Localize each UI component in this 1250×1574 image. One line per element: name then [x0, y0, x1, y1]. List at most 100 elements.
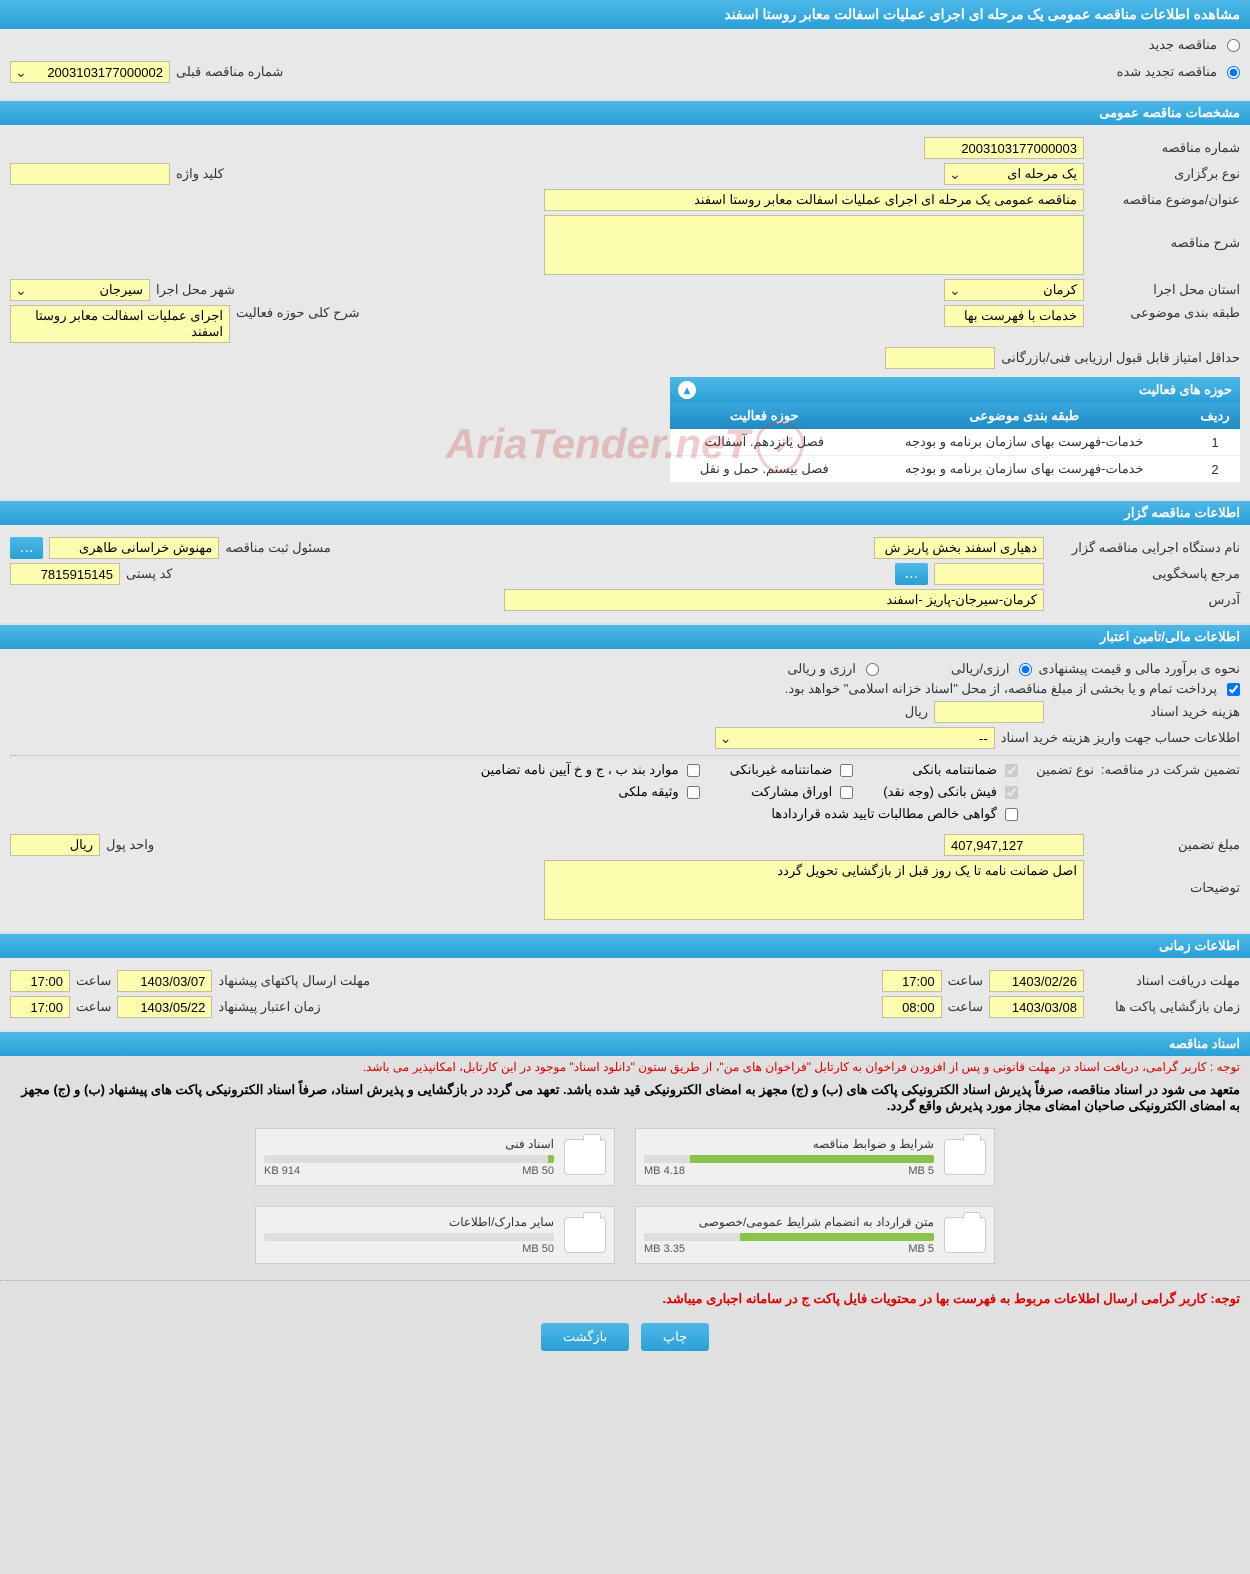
chk-bonds-label: اوراق مشارکت — [751, 784, 832, 800]
chk-property-label: وثیقه ملکی — [618, 784, 678, 800]
radio-both-label: ارزی و ریالی — [787, 661, 856, 677]
progress-bar — [644, 1233, 934, 1241]
time-label-4: ساعت — [76, 999, 111, 1015]
col-row: ردیف — [1190, 403, 1240, 429]
validity-label: زمان اعتبار پیشنهاد — [218, 999, 320, 1015]
postal-value[interactable]: 7815915145 — [10, 563, 120, 585]
activity-table: ردیف طبقه بندی موضوعی حوزه فعالیت 1خدمات… — [670, 403, 1240, 483]
chk-receivables[interactable] — [1005, 808, 1018, 821]
progress-bar — [264, 1155, 554, 1163]
packet-send-date[interactable]: 1403/03/07 — [117, 970, 212, 992]
file-title: شرایط و ضوابط مناقصه — [644, 1137, 934, 1151]
scope-label: شرح کلی حوزه فعالیت — [236, 305, 360, 321]
desc-value[interactable] — [544, 215, 1084, 275]
packet-send-time[interactable]: 17:00 — [10, 970, 70, 992]
radio-renewed[interactable] — [1227, 66, 1240, 79]
prev-number-label: شماره مناقصه قبلی — [176, 64, 283, 80]
collapse-icon[interactable]: ▴ — [678, 381, 696, 399]
file-box[interactable]: اسناد فنی50 MB914 KB — [255, 1128, 615, 1186]
radio-both[interactable] — [866, 663, 879, 676]
chk-clauses-label: موارد بند ب ، ج و خ آیین نامه تضامین — [481, 762, 679, 778]
chk-bank-label: ضمانتنامه بانکی — [912, 762, 997, 778]
validity-time[interactable]: 17:00 — [10, 996, 70, 1018]
file-used: 3.35 MB — [644, 1243, 685, 1255]
address-value[interactable]: کرمان-سیرجان-پاریز -اسفند — [504, 589, 1044, 611]
folder-icon — [564, 1139, 606, 1175]
general-block: شماره مناقصه 2003103177000003 نوع برگزار… — [0, 125, 1250, 499]
file-title: اسناد فنی — [264, 1137, 554, 1151]
file-used: 4.18 MB — [644, 1165, 685, 1177]
province-label: استان محل اجرا — [1090, 282, 1240, 298]
time-label-2: ساعت — [76, 973, 111, 989]
exec-value: دهیاری اسفند بخش پاریز ش — [874, 537, 1044, 559]
responder-value — [934, 563, 1044, 585]
payment-note: پرداخت تمام و یا بخشی از مبلغ مناقصه، از… — [785, 681, 1217, 697]
section-financial: اطلاعات مالی/تامین اعتبار — [0, 625, 1250, 649]
category-label: طبقه بندی موضوعی — [1090, 305, 1240, 321]
amount-label: مبلغ تضمین — [1090, 837, 1240, 853]
file-total: 5 MB — [908, 1165, 934, 1177]
registrar-lookup-button[interactable]: ... — [10, 537, 43, 559]
responder-lookup-button[interactable]: ... — [895, 563, 928, 585]
file-total: 50 MB — [522, 1243, 554, 1255]
currency-label: واحد پول — [106, 837, 154, 853]
type-dropdown[interactable]: یک مرحله ای — [944, 163, 1084, 185]
folder-icon — [944, 1139, 986, 1175]
folder-icon — [944, 1217, 986, 1253]
file-box[interactable]: شرایط و ضوابط مناقصه 5 MB 4.18 MB — [635, 1128, 995, 1186]
number-value: 2003103177000003 — [924, 137, 1084, 159]
validity-date[interactable]: 1403/05/22 — [117, 996, 212, 1018]
min-score-value[interactable] — [885, 347, 995, 369]
file-box[interactable]: سایر مدارک/اطلاعات 50 MB — [255, 1206, 615, 1264]
folder-icon — [564, 1217, 606, 1253]
doc-receive-label: مهلت دریافت اسناد — [1090, 973, 1240, 989]
section-documents: اسناد مناقصه — [0, 1032, 1250, 1056]
type-label: نوع برگزاری — [1090, 166, 1240, 182]
keyword-label: کلید واژه — [176, 166, 224, 182]
doc-cost-label: هزینه خرید اسناد — [1050, 704, 1240, 720]
file-box[interactable]: متن قرارداد به انضمام شرایط عمومی/خصوصی5… — [635, 1206, 995, 1264]
subject-label: عنوان/موضوع مناقصه — [1090, 192, 1240, 208]
section-general: مشخصات مناقصه عمومی — [0, 101, 1250, 125]
chk-bonds[interactable] — [840, 786, 853, 799]
keyword-value[interactable] — [10, 163, 170, 185]
chk-property[interactable] — [687, 786, 700, 799]
chk-payment-note[interactable] — [1227, 683, 1240, 696]
chk-clauses[interactable] — [687, 764, 700, 777]
subject-value[interactable]: مناقصه عمومی یک مرحله ای اجرای عملیات اس… — [544, 189, 1084, 211]
progress-bar — [264, 1233, 554, 1241]
opening-label: زمان بازگشایی پاکت ها — [1090, 999, 1240, 1015]
amount-value[interactable]: 407,947,127 — [944, 834, 1084, 856]
account-dropdown[interactable]: -- — [715, 727, 995, 749]
radio-new[interactable] — [1227, 39, 1240, 52]
chk-cash[interactable] — [1005, 786, 1018, 799]
city-dropdown[interactable]: سیرجان — [10, 279, 150, 301]
time-label-3: ساعت — [948, 999, 983, 1015]
currency-value: ریال — [10, 834, 100, 856]
back-button[interactable]: بازگشت — [541, 1323, 629, 1351]
category-value: خدمات با فهرست بها — [944, 305, 1084, 327]
province-dropdown[interactable]: کرمان — [944, 279, 1084, 301]
col-scope: حوزه فعالیت — [670, 403, 859, 429]
chk-nonbank[interactable] — [840, 764, 853, 777]
opening-time[interactable]: 08:00 — [882, 996, 942, 1018]
file-title: سایر مدارک/اطلاعات — [264, 1215, 554, 1229]
number-label: شماره مناقصه — [1090, 140, 1240, 156]
account-label: اطلاعات حساب جهت واریز هزینه خرید اسناد — [1001, 730, 1240, 746]
button-bar: چاپ بازگشت — [0, 1311, 1250, 1363]
doc-cost-value[interactable] — [934, 701, 1044, 723]
chk-bank[interactable] — [1005, 764, 1018, 777]
chk-nonbank-label: ضمانتنامه غیربانکی — [730, 762, 833, 778]
estimate-label: نحوه ی برآورد مالی و قیمت پیشنهادی — [1038, 661, 1240, 677]
min-score-label: حداقل امتیاز قابل قبول ارزیابی فنی/بازرگ… — [1001, 350, 1240, 366]
time-label-1: ساعت — [948, 973, 983, 989]
radio-rial[interactable] — [1019, 663, 1032, 676]
scope-value: اجرای عملیات اسفالت معابر روستا اسفند — [10, 305, 230, 343]
doc-receive-date[interactable]: 1403/02/26 — [989, 970, 1084, 992]
prev-number-dropdown[interactable]: 2003103177000002 — [10, 61, 170, 83]
exec-label: نام دستگاه اجرایی مناقصه گزار — [1050, 540, 1240, 556]
opening-date[interactable]: 1403/03/08 — [989, 996, 1084, 1018]
print-button[interactable]: چاپ — [641, 1323, 709, 1351]
doc-receive-time[interactable]: 17:00 — [882, 970, 942, 992]
notes-value[interactable]: اصل ضمانت نامه تا یک روز قبل از بازگشایی… — [544, 860, 1084, 920]
